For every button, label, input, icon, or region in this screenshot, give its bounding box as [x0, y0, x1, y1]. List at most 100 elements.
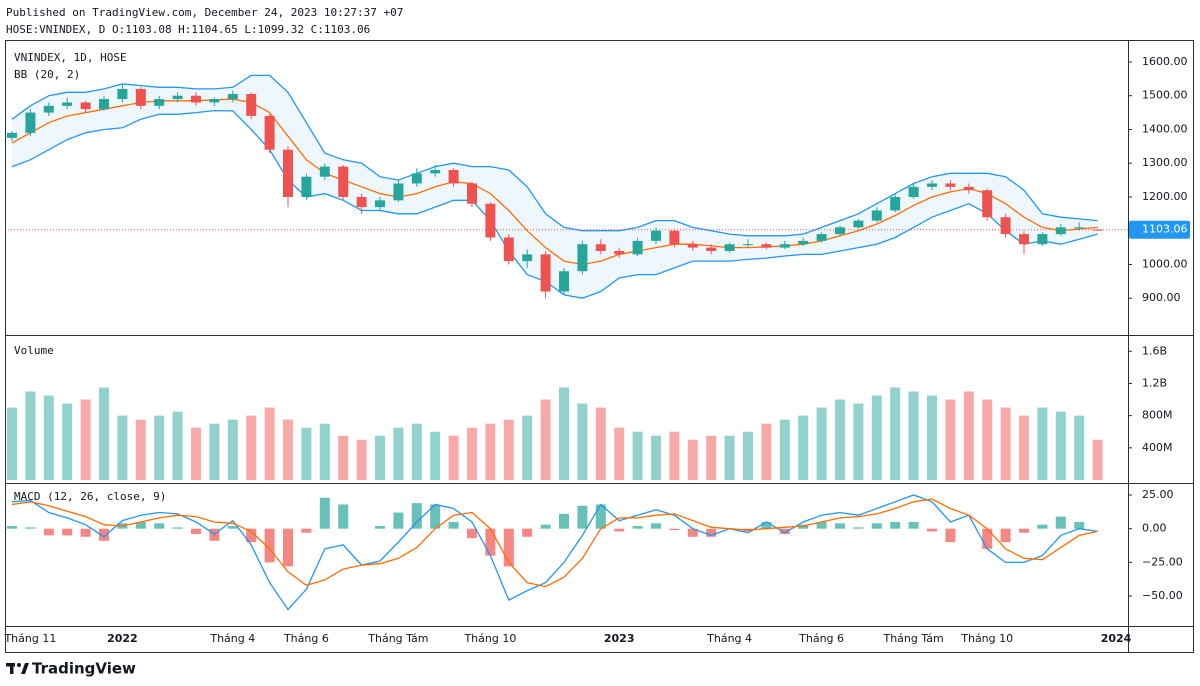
volume-bar	[559, 387, 569, 480]
candle-body	[669, 230, 680, 245]
macd-histogram-bar	[301, 528, 312, 533]
macd-histogram-bar	[1055, 516, 1066, 529]
volume-bar	[798, 415, 809, 480]
volume-bar	[908, 391, 919, 480]
x-tick-label: Tháng 11	[3, 632, 56, 645]
brand-name: TradingView	[32, 660, 136, 678]
volume-bar	[1074, 415, 1085, 480]
candle-body	[522, 254, 533, 262]
volume-bar	[577, 403, 588, 480]
volume-bar	[706, 435, 717, 480]
volume-bar	[375, 435, 385, 480]
volume-bar	[651, 435, 661, 480]
candle-body	[227, 94, 238, 100]
volume-bar	[448, 435, 459, 480]
macd-histogram-bar	[338, 504, 349, 529]
bb-upper	[11, 74, 1098, 237]
candle-body	[743, 244, 753, 246]
candle-body	[559, 271, 569, 292]
candle-body	[117, 88, 128, 100]
y-tick-label: 1200.00	[1142, 190, 1188, 203]
macd-histogram-bar	[1037, 524, 1048, 529]
candle-body	[43, 105, 54, 113]
volume-bar	[816, 407, 827, 480]
brand-logo	[6, 663, 29, 674]
macd-histogram-bar	[614, 528, 625, 532]
candle-body	[1037, 234, 1048, 245]
volume-bar	[1055, 411, 1066, 480]
volume-bar	[503, 419, 514, 480]
macd-histogram-bar	[411, 503, 422, 529]
volume-bar	[356, 439, 367, 480]
volume-bar	[117, 415, 128, 480]
volume-bar	[669, 431, 680, 480]
macd-histogram-bar	[319, 497, 330, 529]
macd-histogram-bar	[430, 504, 441, 529]
volume-bar	[467, 427, 477, 480]
candle-body	[7, 132, 17, 138]
candle-body	[540, 254, 551, 292]
last-price-badge	[1129, 220, 1190, 239]
candle-body	[319, 166, 330, 177]
candle-body	[982, 190, 993, 218]
candle-body	[724, 244, 735, 251]
plot-layer: 900.001000.001100.001200.001300.001400.0…	[3, 55, 1190, 645]
candle-body	[577, 244, 588, 272]
volume-bar	[283, 419, 293, 480]
macd-histogram-bar	[871, 523, 882, 529]
candle-body	[595, 244, 606, 251]
volume-bar	[99, 387, 109, 480]
x-tick-label: Tháng 10	[463, 632, 516, 645]
volume-bar	[1037, 407, 1048, 480]
volume-bar	[595, 407, 606, 480]
macd-histogram-bar	[761, 521, 772, 529]
x-tick-label: Tháng 4	[706, 632, 752, 645]
chart-frame	[5, 40, 1194, 653]
candle-body	[264, 115, 275, 150]
candle-body	[614, 250, 625, 255]
macd-histogram-bar	[467, 528, 477, 539]
volume-bar	[687, 439, 698, 480]
volume-bar	[393, 427, 404, 480]
macd-histogram-bar	[1019, 528, 1029, 533]
macd-histogram-bar	[448, 521, 459, 529]
macd-histogram-bar	[246, 528, 257, 543]
ohlc-line: HOSE:VNINDEX, D O:1103.08 H:1104.65 L:10…	[6, 23, 370, 36]
macd-histogram-bar	[945, 528, 956, 543]
candle-body	[651, 230, 661, 241]
bb-fill	[12, 75, 1098, 299]
volume-bar	[927, 395, 937, 480]
macd-histogram-bar	[522, 528, 533, 537]
candle-body	[80, 102, 91, 110]
candle-body	[908, 186, 919, 197]
volume-bar	[1000, 407, 1011, 480]
volume-bar	[522, 415, 533, 480]
published-note: Published on TradingView.com, December 2…	[6, 6, 403, 19]
x-tick-label: Tháng Tám	[882, 632, 943, 645]
candle-body	[430, 169, 441, 174]
macd-histogram-bar	[503, 528, 514, 567]
logo-part	[10, 663, 14, 674]
macd-histogram-bar	[632, 526, 643, 529]
volume-bar	[982, 399, 993, 480]
volume-bar	[430, 431, 441, 480]
candle-body	[338, 166, 349, 197]
macd-histogram-bar	[927, 528, 937, 532]
y-tick-label: 900.00	[1142, 291, 1181, 304]
volume-bar	[301, 427, 312, 480]
volume-legend: Volume	[14, 344, 54, 357]
y-tick-label: 0.00	[1142, 522, 1167, 535]
volume-bar	[485, 423, 496, 480]
macd-histogram-bar	[890, 521, 901, 529]
candle-body	[25, 112, 36, 133]
candle-body	[467, 183, 477, 204]
macd-histogram-bar	[540, 524, 551, 529]
x-tick-label: 2024	[1101, 632, 1132, 645]
candle-body	[485, 203, 496, 238]
candle-body	[411, 173, 422, 184]
volume-bar	[835, 399, 845, 480]
macd-histogram-bar	[908, 521, 919, 529]
candle-body	[1019, 234, 1029, 245]
macd-line	[11, 494, 1098, 611]
macd-histogram-bar	[1000, 528, 1011, 543]
